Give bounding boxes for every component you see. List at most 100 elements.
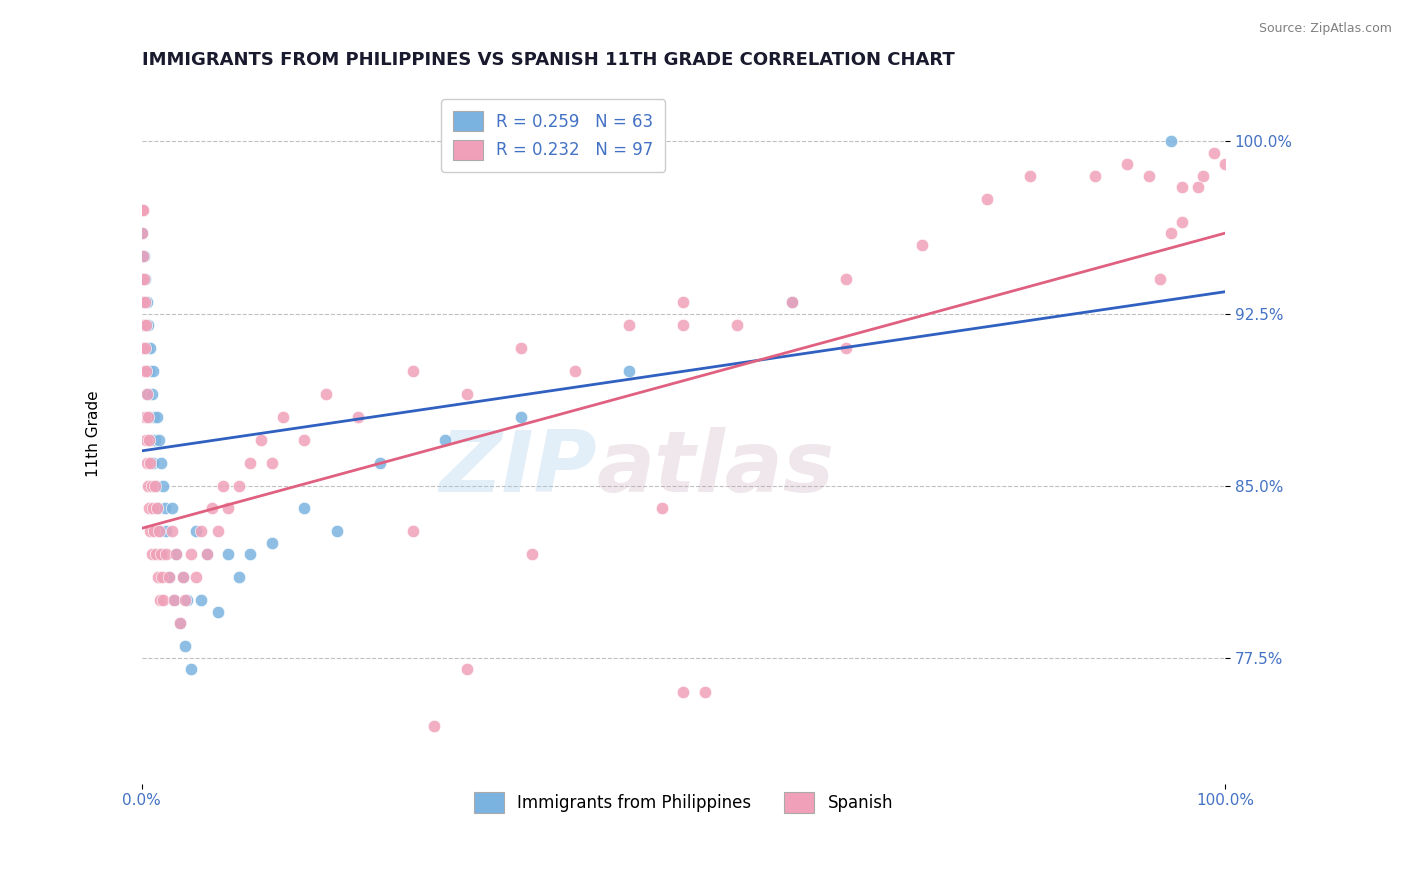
Point [456, 386, 478, 401]
Point [136, 478, 159, 492]
Point [434, 433, 457, 447]
Point [142, 456, 165, 470]
Point [172, 570, 194, 584]
Point [250, 433, 273, 447]
Point [142, 409, 165, 424]
Point [132, 249, 155, 263]
Point [292, 501, 315, 516]
Point [135, 364, 157, 378]
Point [141, 386, 163, 401]
Point [520, 547, 543, 561]
Point [138, 364, 160, 378]
Point [271, 409, 294, 424]
Point [134, 295, 156, 310]
Point [139, 341, 162, 355]
Point [152, 593, 174, 607]
Point [780, 295, 803, 310]
Point [195, 547, 218, 561]
Point [136, 386, 159, 401]
Point [143, 478, 166, 492]
Point [401, 524, 423, 539]
Point [138, 409, 160, 424]
Point [176, 593, 198, 607]
Point [132, 295, 155, 310]
Point [152, 547, 174, 561]
Point [134, 341, 156, 355]
Point [1187, 180, 1209, 194]
Point [169, 616, 191, 631]
Point [157, 570, 180, 584]
Point [132, 203, 155, 218]
Point [184, 524, 207, 539]
Point [155, 547, 177, 561]
Point [1213, 157, 1236, 171]
Text: ZIP: ZIP [439, 427, 596, 510]
Point [132, 249, 155, 263]
Point [292, 433, 315, 447]
Point [155, 524, 177, 539]
Point [1019, 169, 1042, 183]
Point [835, 272, 858, 286]
Point [131, 272, 153, 286]
Point [139, 524, 162, 539]
Point [228, 570, 250, 584]
Point [135, 318, 157, 332]
Point [619, 318, 641, 332]
Point [163, 593, 186, 607]
Point [146, 501, 169, 516]
Point [190, 593, 212, 607]
Point [1170, 180, 1192, 194]
Point [145, 478, 167, 492]
Point [693, 685, 716, 699]
Point [131, 272, 153, 286]
Point [619, 364, 641, 378]
Point [136, 341, 159, 355]
Point [564, 364, 586, 378]
Point [228, 478, 250, 492]
Point [132, 341, 155, 355]
Point [172, 570, 194, 584]
Point [142, 524, 165, 539]
Point [132, 364, 155, 378]
Point [260, 536, 283, 550]
Point [136, 295, 159, 310]
Point [153, 501, 176, 516]
Point [146, 409, 169, 424]
Text: atlas: atlas [596, 427, 835, 510]
Point [347, 409, 370, 424]
Point [132, 272, 155, 286]
Point [150, 547, 173, 561]
Point [1202, 145, 1225, 160]
Point [910, 237, 932, 252]
Point [239, 547, 262, 561]
Point [142, 364, 165, 378]
Point [509, 409, 531, 424]
Point [1084, 169, 1107, 183]
Point [149, 593, 172, 607]
Point [132, 318, 155, 332]
Point [131, 203, 153, 218]
Point [152, 570, 174, 584]
Point [651, 501, 673, 516]
Point [218, 501, 240, 516]
Point [201, 501, 224, 516]
Point [132, 295, 155, 310]
Point [141, 478, 163, 492]
Point [174, 639, 197, 653]
Point [180, 662, 202, 676]
Point [326, 524, 349, 539]
Point [148, 433, 170, 447]
Point [135, 318, 157, 332]
Point [157, 570, 180, 584]
Point [139, 433, 162, 447]
Point [142, 501, 165, 516]
Point [141, 547, 163, 561]
Point [180, 547, 202, 561]
Point [136, 456, 159, 470]
Point [1170, 215, 1192, 229]
Point [143, 433, 166, 447]
Point [315, 386, 337, 401]
Point [138, 501, 160, 516]
Point [672, 685, 695, 699]
Point [509, 341, 531, 355]
